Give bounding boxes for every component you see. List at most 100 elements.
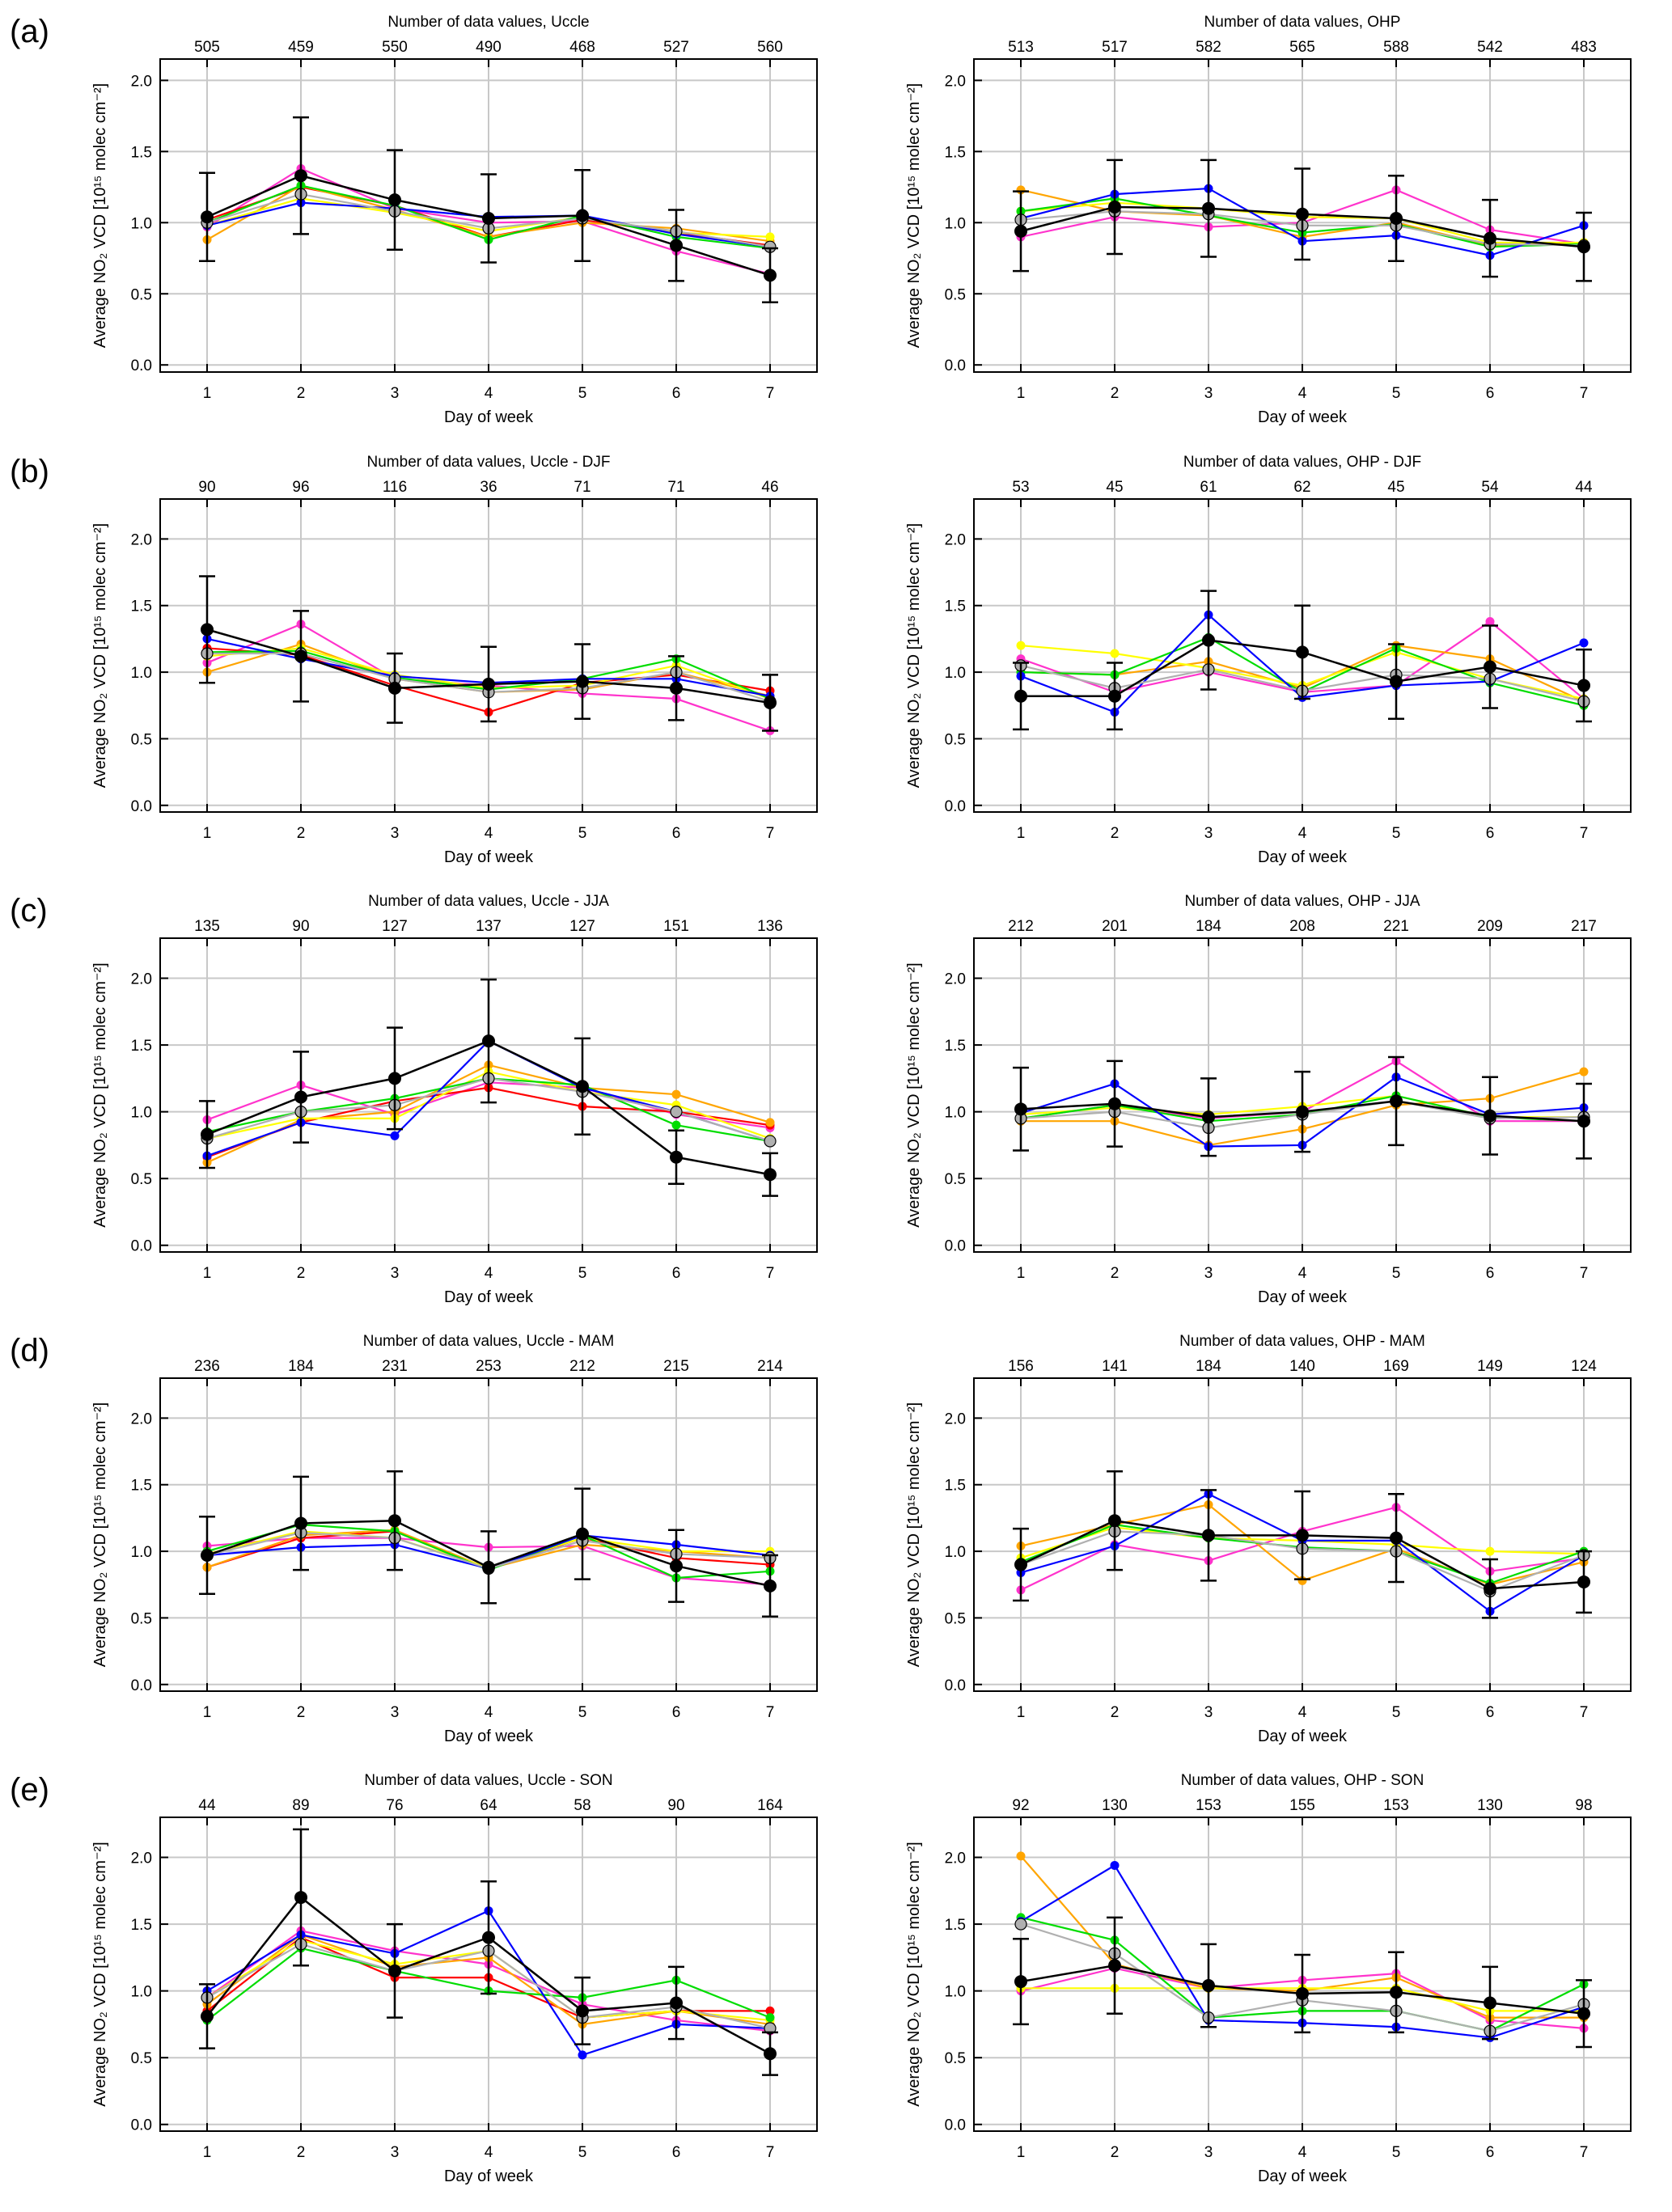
top-axis-title: Number of data values, OHP - SON — [1181, 1772, 1424, 1789]
y-tick-label: 0.5 — [945, 1610, 966, 1627]
count-label: 71 — [574, 479, 590, 496]
x-tick-label: 1 — [203, 2144, 212, 2161]
chart-c-ohp: 1 212 2 201 3 184 4 208 5 221 6 209 7 217 0.0 0.5 1.0 1.5… — [905, 893, 1632, 1306]
y-tick-label: 1.5 — [945, 144, 966, 161]
data-point — [1202, 1529, 1215, 1542]
y-tick-label: 2.0 — [945, 531, 966, 548]
y-tick-label: 0.0 — [945, 1677, 966, 1694]
data-point — [765, 2006, 775, 2015]
top-axis-title: Number of data values, Uccle - JJA — [368, 893, 609, 910]
x-tick-label: 6 — [1486, 385, 1495, 402]
row-label-e: (e) — [10, 1772, 49, 1808]
data-point — [1014, 1975, 1027, 1989]
count-label: 124 — [1571, 1358, 1597, 1375]
count-label: 513 — [1008, 39, 1034, 56]
count-label: 71 — [667, 479, 684, 496]
data-point — [576, 2004, 589, 2018]
data-point — [1108, 1097, 1121, 1110]
count-label: 153 — [1196, 1797, 1221, 1814]
data-point — [294, 1891, 307, 1905]
x-tick-label: 7 — [766, 1704, 775, 1721]
series-6 — [1013, 1055, 1592, 1160]
x-tick-label: 7 — [1580, 1265, 1589, 1282]
y-axis-title: Average NO₂ VCD [10¹⁵ molec cm⁻²] — [91, 962, 109, 1227]
data-point — [764, 1168, 777, 1182]
y-tick-label: 0.0 — [131, 798, 152, 815]
data-point — [765, 1118, 775, 1127]
data-point — [482, 677, 495, 691]
count-label: 550 — [382, 39, 408, 56]
y-tick-label: 1.5 — [131, 1917, 152, 1934]
data-point — [764, 1135, 777, 1148]
x-tick-label: 6 — [1486, 1265, 1495, 1282]
x-tick-label: 5 — [578, 385, 587, 402]
y-tick-label: 2.0 — [131, 1850, 152, 1867]
count-label: 164 — [757, 1797, 783, 1814]
x-tick-label: 7 — [766, 825, 775, 842]
count-label: 92 — [1012, 1797, 1029, 1814]
data-point — [388, 1514, 401, 1528]
x-tick-label: 6 — [1486, 2144, 1495, 2161]
y-tick-label: 2.0 — [945, 1411, 966, 1427]
data-point — [1484, 231, 1496, 245]
chart-a-ohp: 1 513 2 517 3 582 4 565 5 588 6 542 7 483 0.0 0.5 1.0 1.5… — [905, 14, 1632, 426]
top-axis-title: Number of data values, OHP — [1204, 14, 1401, 31]
data-point — [1202, 1979, 1215, 1993]
count-label: 76 — [386, 1797, 403, 1814]
data-point — [1014, 1558, 1027, 1571]
y-tick-label: 1.5 — [945, 1478, 966, 1495]
data-point — [1296, 645, 1309, 659]
count-label: 505 — [194, 39, 220, 56]
count-label: 45 — [1106, 479, 1123, 496]
x-tick-label: 3 — [391, 1265, 400, 1282]
y-axis-title: Average NO₂ VCD [10¹⁵ molec cm⁻²] — [91, 523, 109, 788]
count-label: 140 — [1289, 1358, 1315, 1375]
x-tick-label: 2 — [1111, 825, 1120, 842]
count-label: 36 — [480, 479, 497, 496]
chart-a-uccle: 1 505 2 459 3 550 4 490 5 468 6 527 7 560 0.0 0.5 1.0 1.5… — [91, 14, 818, 426]
count-label: 542 — [1477, 39, 1503, 56]
y-tick-label: 1.0 — [131, 1984, 152, 2001]
row-labels: (a) (b) (c) (d) (e) — [10, 14, 49, 1808]
data-point — [388, 1964, 401, 1977]
data-point — [482, 1034, 495, 1048]
x-axis-title: Day of week — [444, 1288, 534, 1306]
y-axis-title: Average NO₂ VCD [10¹⁵ molec cm⁻²] — [91, 1402, 109, 1667]
count-label: 231 — [382, 1358, 408, 1375]
x-tick-label: 1 — [203, 825, 212, 842]
x-tick-label: 7 — [1580, 2144, 1589, 2161]
y-tick-label: 0.0 — [945, 798, 966, 815]
x-axis-title: Day of week — [1258, 408, 1348, 426]
y-tick-label: 0.5 — [945, 2050, 966, 2067]
top-axis-title: Number of data values, OHP - JJA — [1184, 893, 1420, 910]
y-tick-label: 0.5 — [131, 731, 152, 748]
data-point — [1016, 1851, 1026, 1861]
panels: 15052459355044905468652775600.00.51.01.5… — [91, 14, 1632, 2185]
data-point — [1390, 1986, 1403, 1999]
count-label: 98 — [1575, 1797, 1592, 1814]
x-tick-label: 4 — [485, 2144, 493, 2161]
y-tick-label: 1.5 — [131, 1478, 152, 1495]
x-tick-label: 7 — [1580, 1704, 1589, 1721]
count-label: 184 — [288, 1358, 314, 1375]
x-tick-label: 7 — [1580, 825, 1589, 842]
count-label: 136 — [757, 918, 783, 935]
data-point — [1390, 212, 1403, 226]
y-tick-label: 0.5 — [945, 1171, 966, 1188]
top-axis-title: Number of data values, Uccle - DJF — [367, 454, 611, 471]
data-point — [482, 212, 495, 226]
y-tick-label: 1.5 — [131, 598, 152, 615]
series-6 — [1013, 590, 1592, 731]
x-tick-label: 1 — [1017, 825, 1026, 842]
x-tick-label: 1 — [1017, 2144, 1026, 2161]
y-tick-label: 2.0 — [945, 73, 966, 90]
count-label: 517 — [1102, 39, 1128, 56]
y-axis-title: Average NO₂ VCD [10¹⁵ molec cm⁻²] — [91, 83, 109, 348]
x-tick-label: 5 — [578, 1265, 587, 1282]
data-point — [1108, 200, 1121, 214]
top-axis-title: Number of data values, Uccle — [387, 14, 589, 31]
data-point — [576, 1080, 589, 1093]
x-tick-label: 3 — [391, 1704, 400, 1721]
data-point — [294, 1516, 307, 1530]
x-tick-label: 3 — [391, 825, 400, 842]
